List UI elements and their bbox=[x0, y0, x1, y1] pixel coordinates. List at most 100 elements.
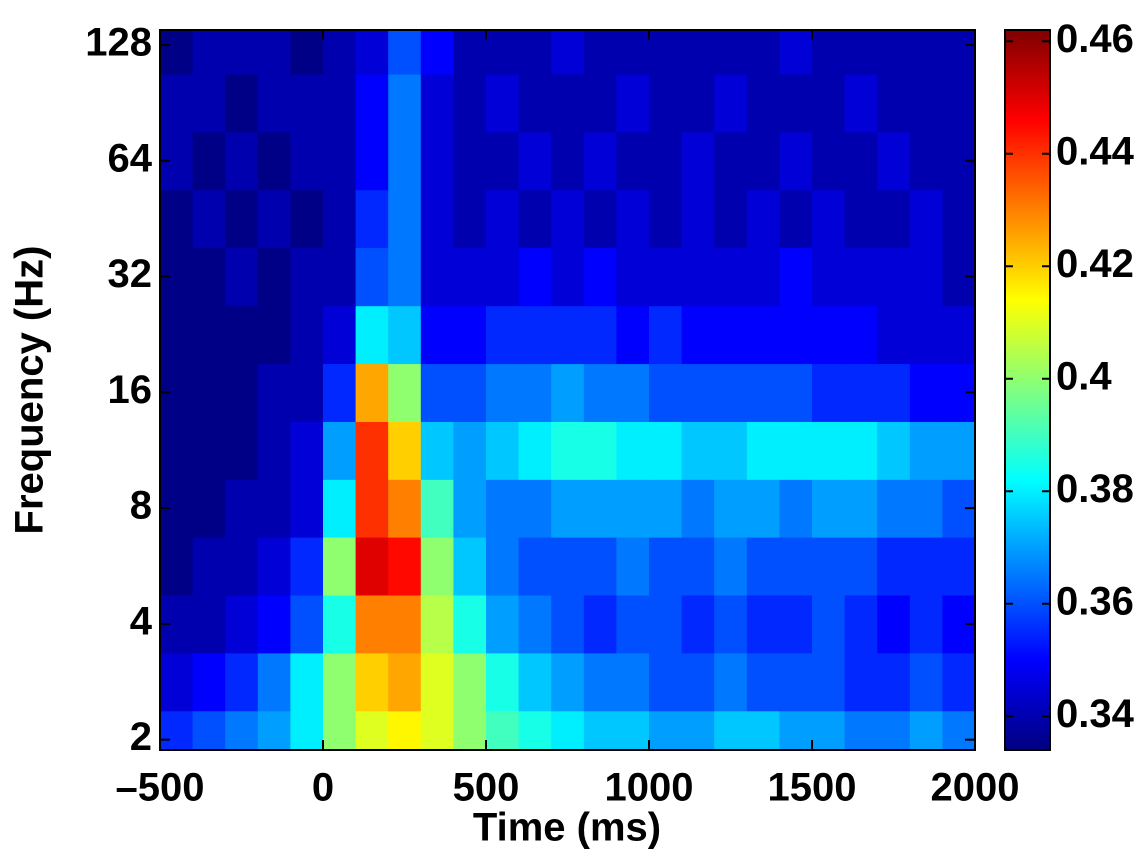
heat-cell bbox=[323, 305, 357, 365]
heat-cell bbox=[909, 363, 943, 422]
heat-cell bbox=[323, 73, 357, 133]
heat-cell bbox=[323, 131, 357, 191]
heat-cell bbox=[746, 73, 780, 133]
heat-cell bbox=[649, 652, 683, 712]
heat-cell bbox=[812, 536, 846, 596]
heat-cell bbox=[551, 710, 585, 750]
heat-cell bbox=[844, 73, 878, 133]
heat-cell bbox=[779, 421, 813, 480]
heat-cell bbox=[420, 247, 454, 307]
heat-cell bbox=[355, 305, 389, 365]
heat-cell bbox=[681, 536, 715, 596]
heat-cell bbox=[225, 189, 259, 249]
heat-cell bbox=[453, 710, 487, 750]
heat-cell bbox=[453, 652, 487, 712]
heat-cell bbox=[583, 594, 617, 654]
heat-cell bbox=[486, 305, 520, 365]
heat-cell bbox=[681, 189, 715, 249]
heat-cell bbox=[355, 131, 389, 191]
heat-cell bbox=[388, 652, 422, 712]
heat-cell bbox=[583, 189, 617, 249]
heat-cell bbox=[812, 73, 846, 133]
heat-cell bbox=[225, 710, 259, 750]
heat-cell bbox=[583, 305, 617, 365]
heat-cell bbox=[323, 247, 357, 307]
heat-cell bbox=[518, 363, 552, 422]
heat-cell bbox=[877, 710, 911, 750]
heat-cell bbox=[714, 131, 748, 191]
heat-cell bbox=[160, 710, 194, 750]
heat-cell bbox=[225, 536, 259, 596]
heat-cell bbox=[779, 363, 813, 422]
heat-cell bbox=[290, 652, 324, 712]
heat-cell bbox=[420, 73, 454, 133]
heat-cell bbox=[746, 421, 780, 480]
heat-cell bbox=[388, 73, 422, 133]
heat-cell bbox=[355, 30, 389, 75]
heat-cell bbox=[649, 594, 683, 654]
heat-cell bbox=[877, 131, 911, 191]
heat-cell bbox=[486, 30, 520, 75]
heat-cell bbox=[909, 131, 943, 191]
heat-cell bbox=[388, 421, 422, 480]
heat-cell bbox=[192, 73, 226, 133]
heat-cell bbox=[551, 652, 585, 712]
heat-cell bbox=[420, 536, 454, 596]
heat-cell bbox=[355, 479, 389, 538]
colorbar-tick-label: 0.4 bbox=[1056, 354, 1112, 398]
heat-cell bbox=[290, 131, 324, 191]
heat-cell bbox=[160, 30, 194, 75]
heat-cell bbox=[551, 594, 585, 654]
heat-cell bbox=[420, 652, 454, 712]
heat-cell bbox=[681, 594, 715, 654]
heat-cell bbox=[909, 594, 943, 654]
heat-cell bbox=[942, 30, 975, 75]
heat-cell bbox=[746, 710, 780, 750]
heat-cell bbox=[746, 189, 780, 249]
heat-cell bbox=[518, 652, 552, 712]
heat-cell bbox=[779, 594, 813, 654]
heat-cell bbox=[192, 594, 226, 654]
heat-cell bbox=[486, 189, 520, 249]
colorbar-tick-label: 0.46 bbox=[1056, 17, 1134, 61]
heat-cell bbox=[714, 652, 748, 712]
heat-cell bbox=[812, 594, 846, 654]
y-tick-label: 2 bbox=[130, 715, 152, 759]
heat-cell bbox=[518, 247, 552, 307]
heat-cell bbox=[290, 30, 324, 75]
heat-cell bbox=[453, 30, 487, 75]
heat-cell bbox=[649, 305, 683, 365]
heat-cell bbox=[518, 131, 552, 191]
heat-cell bbox=[486, 479, 520, 538]
heat-cell bbox=[518, 479, 552, 538]
y-tick-label: 8 bbox=[130, 484, 152, 528]
heat-cell bbox=[388, 536, 422, 596]
heat-cell bbox=[844, 305, 878, 365]
heat-cell bbox=[355, 247, 389, 307]
heat-cell bbox=[714, 247, 748, 307]
heat-cell bbox=[551, 479, 585, 538]
heat-cell bbox=[355, 189, 389, 249]
heat-cell bbox=[551, 30, 585, 75]
heat-cell bbox=[192, 536, 226, 596]
heat-cell bbox=[225, 131, 259, 191]
heat-cell bbox=[388, 710, 422, 750]
y-tick-label: 16 bbox=[108, 368, 153, 412]
heat-cell bbox=[225, 421, 259, 480]
colorbar bbox=[1004, 29, 1051, 751]
heat-cell bbox=[877, 189, 911, 249]
heat-cell bbox=[192, 652, 226, 712]
x-tick-label: 500 bbox=[453, 766, 520, 810]
heat-cell bbox=[681, 710, 715, 750]
heat-cell bbox=[649, 363, 683, 422]
heat-cell bbox=[257, 710, 291, 750]
heat-cell bbox=[323, 421, 357, 480]
heat-cell bbox=[453, 73, 487, 133]
heat-cell bbox=[844, 30, 878, 75]
heat-cell bbox=[453, 479, 487, 538]
heat-cell bbox=[779, 652, 813, 712]
heat-cell bbox=[779, 73, 813, 133]
heat-cell bbox=[681, 30, 715, 75]
y-tick-label: 32 bbox=[108, 252, 153, 296]
